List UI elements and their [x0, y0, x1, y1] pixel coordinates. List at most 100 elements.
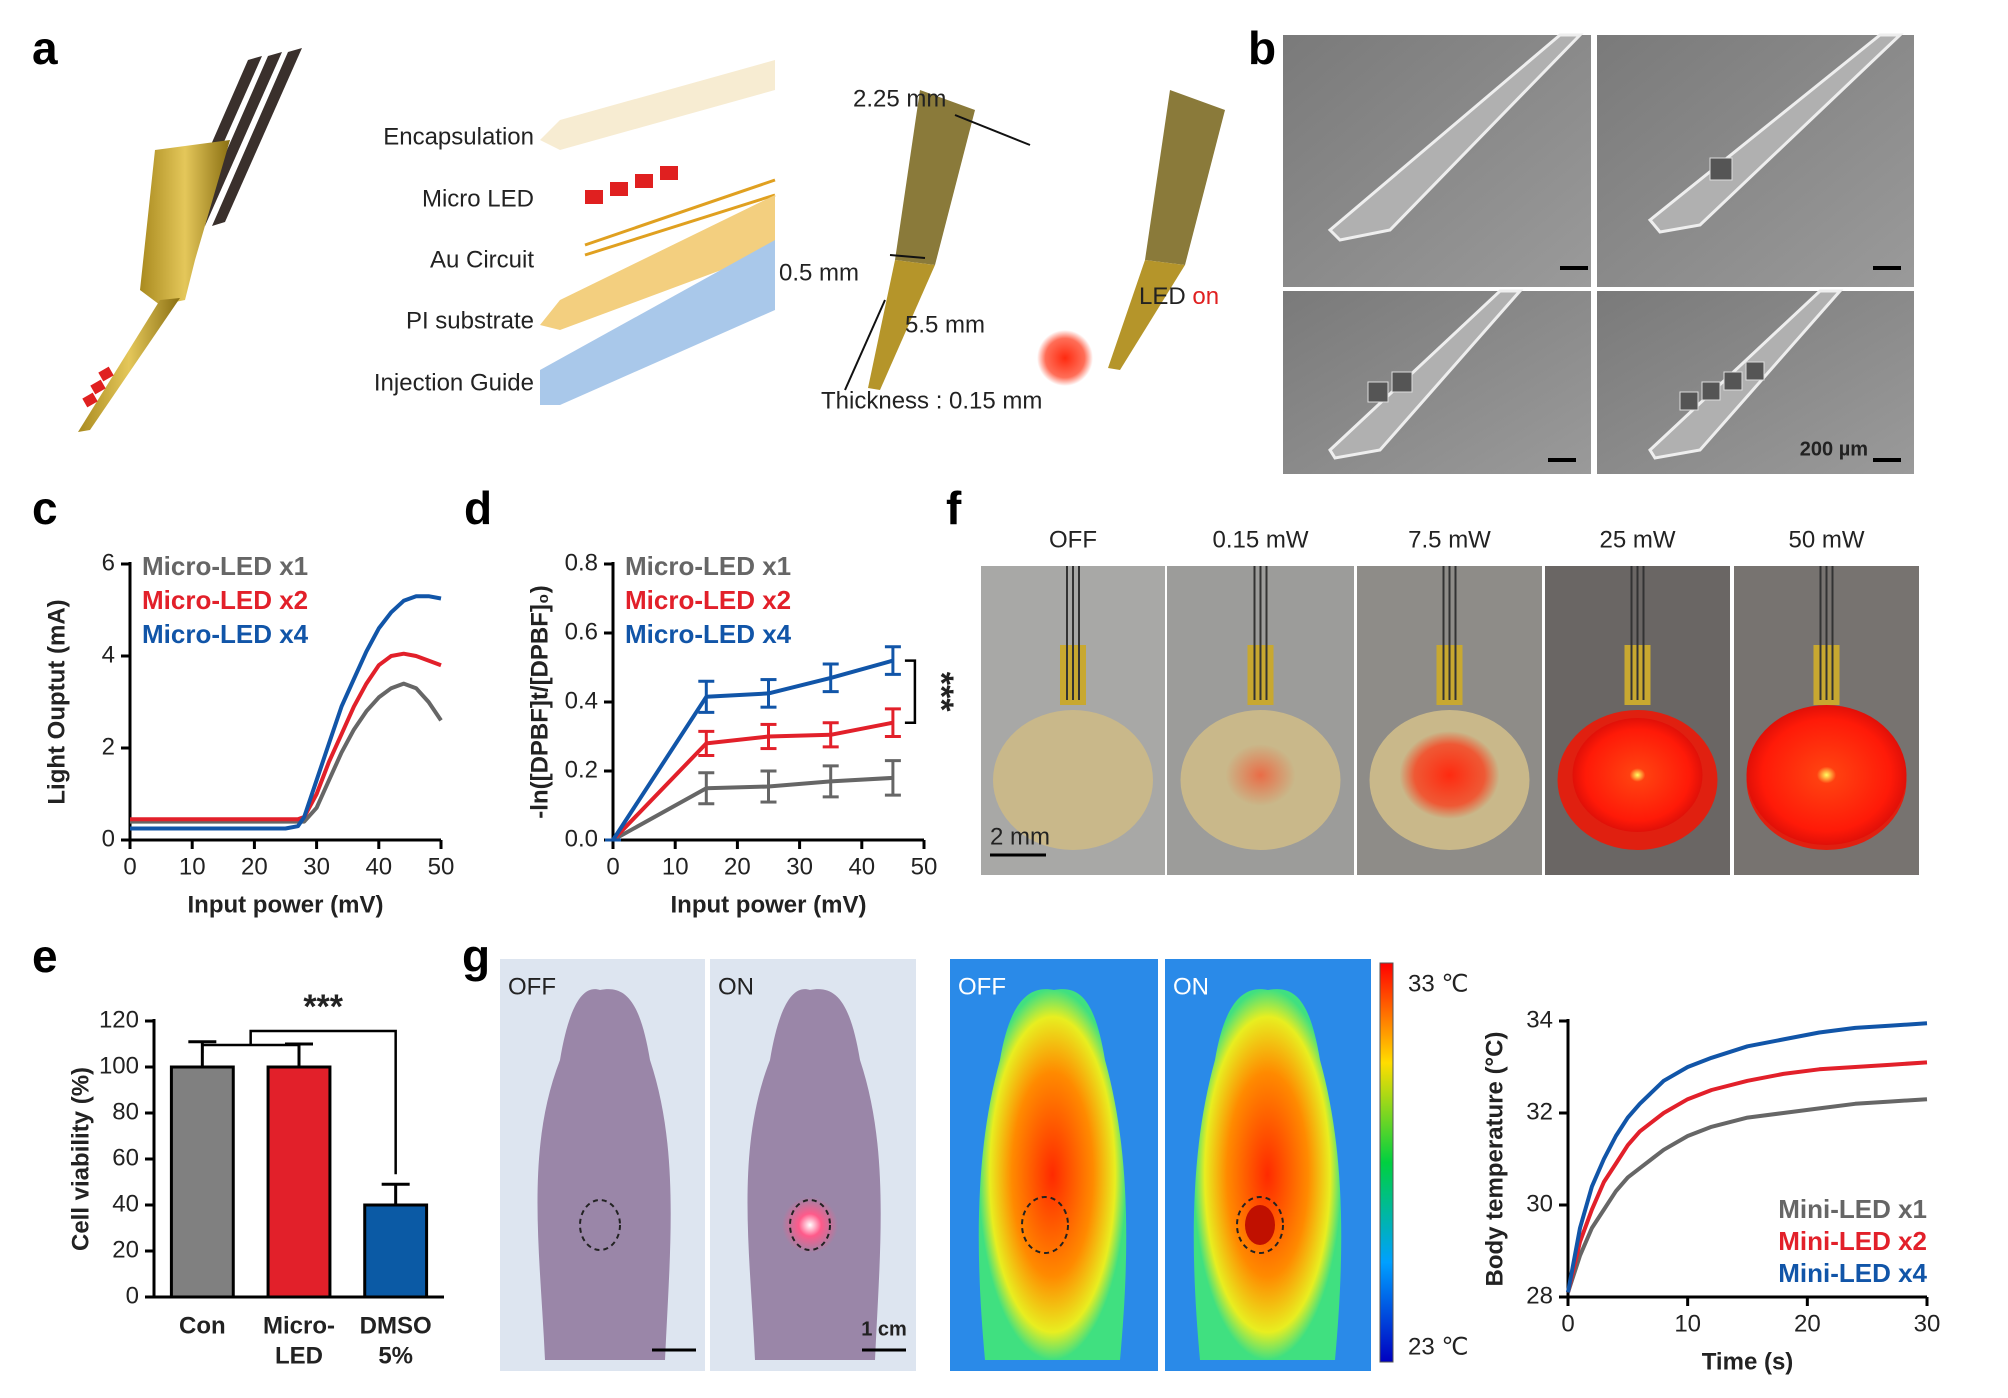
layer-label: Injection Guide — [374, 369, 534, 396]
x-tick-label: Con — [179, 1312, 226, 1339]
tissue — [993, 710, 1153, 850]
y-tick-label: 0 — [102, 825, 115, 852]
y-tick-label: 30 — [1526, 1190, 1553, 1217]
x-tick-label: Micro- — [263, 1312, 335, 1339]
line — [612, 775, 894, 842]
y-tick-label: 0.6 — [565, 618, 598, 645]
legend-entry: Micro-LED x4 — [625, 619, 792, 649]
y-tick-label: 60 — [112, 1144, 139, 1171]
condition-label: 0.15 mW — [1212, 526, 1308, 553]
panel-label: b — [1248, 22, 1276, 74]
x-tick-label: 0 — [606, 853, 619, 880]
condition-label: 7.5 mW — [1408, 526, 1491, 553]
x-tick-label: DMSO — [360, 1312, 432, 1339]
layer-label: Au Circuit — [430, 246, 534, 273]
panel-label: d — [464, 482, 492, 534]
x-axis-label: Input power (mV) — [188, 891, 384, 918]
x-tick-label: 20 — [1794, 1310, 1821, 1337]
x-tick-label: 40 — [848, 853, 875, 880]
glow — [1572, 718, 1703, 832]
y-tick-label: 120 — [99, 1006, 139, 1033]
line — [1566, 1021, 1928, 1293]
bar — [266, 1065, 332, 1299]
y-tick-label: 34 — [1526, 1006, 1553, 1033]
line — [611, 658, 894, 842]
x-tick-label: 0 — [123, 853, 136, 880]
layer-label: PI substrate — [406, 307, 534, 334]
dimension-label: 0.5 mm — [779, 259, 859, 286]
y-tick-label: 28 — [1526, 1282, 1553, 1309]
led-state: on — [1192, 283, 1219, 310]
panel-label: a — [32, 22, 58, 74]
mouse-photos — [500, 959, 1394, 1371]
colorbar-label: 33 ℃ — [1408, 970, 1468, 997]
error-bar — [760, 722, 777, 751]
x-tick-label: 30 — [786, 853, 813, 880]
y-axis-label: Body temperature (°C) — [1481, 1032, 1508, 1287]
error-bar — [381, 1182, 410, 1205]
y-tick-label: 0.2 — [565, 756, 598, 783]
layer-stack — [540, 60, 776, 405]
line — [1566, 1060, 1928, 1293]
panel-label: f — [946, 482, 962, 534]
y-tick-label: 0.8 — [565, 549, 598, 576]
significance-label: *** — [303, 988, 343, 1026]
legend-entry: Micro-LED x2 — [625, 585, 791, 615]
x-tick-label: 0 — [1561, 1310, 1574, 1337]
layer-label: Micro LED — [422, 185, 534, 212]
bar — [169, 1065, 235, 1299]
x-tick-label: 50 — [911, 853, 938, 880]
x-axis-label: Time (s) — [1702, 1348, 1794, 1375]
x-tick-label: 30 — [303, 853, 330, 880]
error-bar — [698, 679, 715, 714]
x-tick-label: 10 — [1674, 1310, 1701, 1337]
legend-entry: Micro-LED x1 — [625, 551, 791, 581]
line — [130, 594, 442, 831]
photo-label: OFF — [508, 973, 556, 1000]
tissue-photos — [981, 566, 1919, 875]
dimension-label: 5.5 mm — [905, 311, 985, 338]
dimension-label: Thickness : 0.15 mm — [821, 387, 1042, 414]
error-bar — [822, 721, 839, 749]
bar — [363, 1203, 429, 1299]
x-tick-label: 40 — [365, 853, 392, 880]
x-tick-label: 30 — [1914, 1310, 1941, 1337]
error-bar — [822, 764, 839, 799]
x-tick-label: 5% — [378, 1342, 413, 1369]
condition-label: 50 mW — [1788, 526, 1864, 553]
legend-entry: Micro-LED x1 — [142, 551, 308, 581]
y-tick-label: 20 — [112, 1236, 139, 1263]
error-bar — [884, 645, 901, 676]
x-axis-label: Input power (mV) — [671, 891, 867, 918]
sem-images — [1283, 33, 1914, 474]
x-tick-label: 50 — [428, 853, 455, 880]
y-tick-label: 80 — [112, 1098, 139, 1125]
legend-entry: Micro-LED x2 — [142, 585, 308, 615]
photo-label: ON — [718, 973, 754, 1000]
panel-label: g — [462, 930, 490, 982]
y-tick-label: 40 — [112, 1190, 139, 1217]
error-bar — [698, 771, 715, 806]
y-tick-label: 4 — [102, 641, 115, 668]
y-tick-label: 0 — [126, 1282, 139, 1309]
condition-label: OFF — [1049, 526, 1097, 553]
x-tick-label: 20 — [241, 853, 268, 880]
y-tick-label: 0.0 — [565, 825, 598, 852]
layer-label: Encapsulation — [383, 123, 534, 150]
y-axis-label: -ln([DPBF]t/[DPBF]₀) — [526, 585, 553, 818]
led-label: LED on — [1139, 283, 1219, 310]
photo-label: OFF — [958, 973, 1006, 1000]
significance-label: *** — [922, 672, 960, 712]
glow — [1399, 731, 1500, 819]
scale-bar-label: 1 cm — [861, 1318, 907, 1340]
panel-label: c — [32, 482, 58, 534]
y-tick-label: 0.4 — [565, 687, 598, 714]
glow — [1746, 705, 1907, 845]
legend-entry: Micro-LED x4 — [142, 619, 309, 649]
y-tick-label: 6 — [102, 549, 115, 576]
line — [130, 651, 442, 822]
glow — [1225, 744, 1296, 806]
error-bar — [884, 759, 901, 797]
